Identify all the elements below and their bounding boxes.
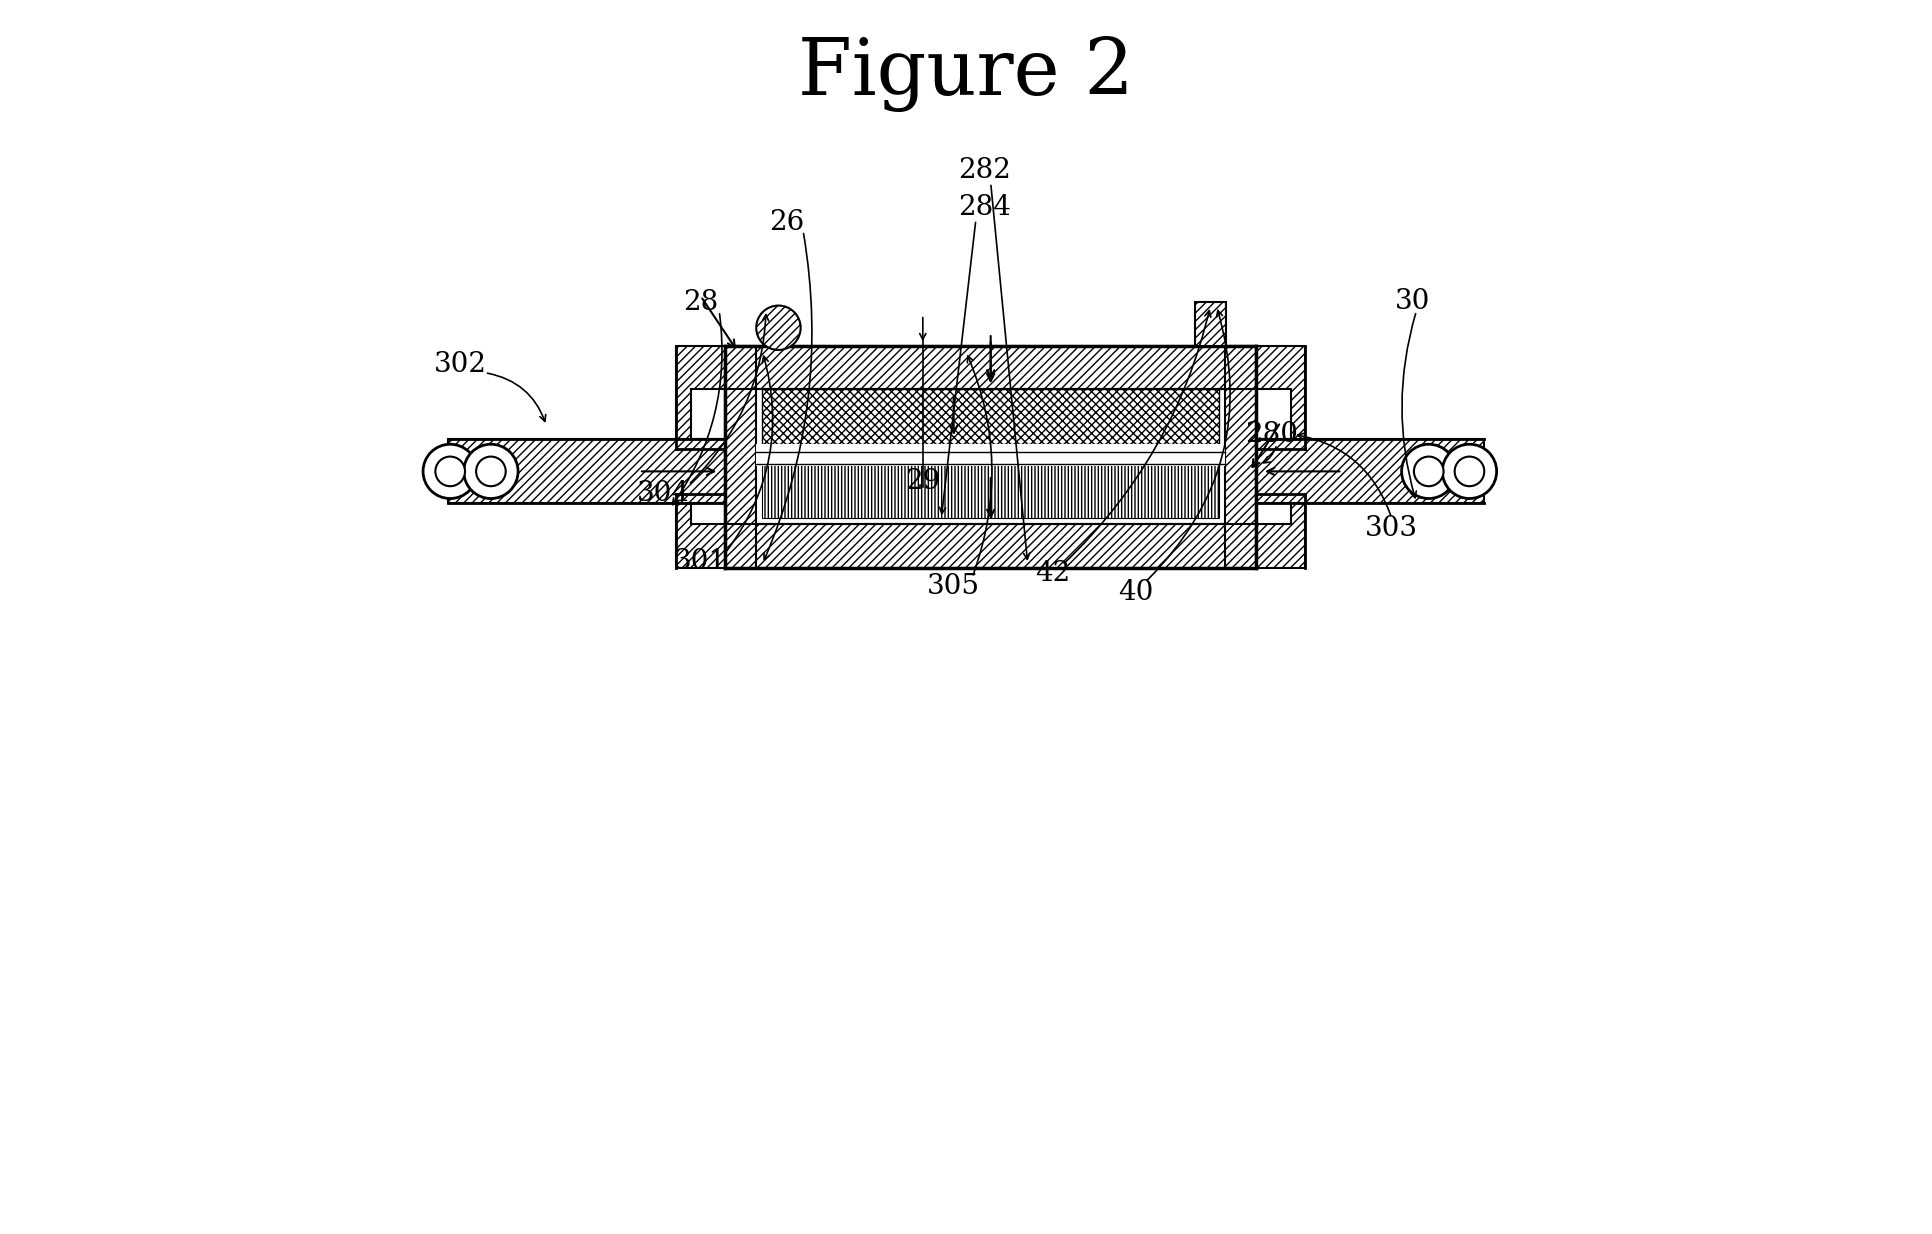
Text: 30: 30 <box>1395 288 1430 315</box>
Circle shape <box>435 457 466 486</box>
Circle shape <box>1443 444 1497 499</box>
Bar <box>724 524 1256 568</box>
Polygon shape <box>676 346 724 449</box>
Text: 284: 284 <box>958 194 1010 221</box>
Circle shape <box>464 444 518 499</box>
Text: 302: 302 <box>433 350 487 378</box>
Text: 301: 301 <box>674 548 726 575</box>
Circle shape <box>1455 457 1484 486</box>
Bar <box>1256 439 1484 503</box>
Polygon shape <box>1256 390 1291 523</box>
Text: 280: 280 <box>1246 421 1298 448</box>
Text: 29: 29 <box>906 468 941 495</box>
Bar <box>763 389 1219 444</box>
Text: 42: 42 <box>1036 560 1070 587</box>
Text: 303: 303 <box>1366 515 1418 542</box>
Bar <box>1194 302 1225 346</box>
Text: 304: 304 <box>638 480 690 507</box>
Text: Figure 2: Figure 2 <box>798 36 1134 112</box>
Polygon shape <box>1256 494 1306 568</box>
Bar <box>724 346 755 568</box>
Polygon shape <box>1256 346 1306 449</box>
Bar <box>724 346 1256 389</box>
Polygon shape <box>676 494 724 568</box>
Text: 282: 282 <box>958 157 1010 184</box>
Circle shape <box>1414 457 1443 486</box>
Bar <box>755 389 1225 524</box>
Bar <box>763 459 1219 518</box>
Bar <box>1225 346 1256 568</box>
Circle shape <box>1401 444 1457 499</box>
Circle shape <box>423 444 477 499</box>
Text: 40: 40 <box>1119 579 1153 606</box>
Bar <box>448 439 724 503</box>
Circle shape <box>755 306 800 350</box>
Text: 28: 28 <box>684 289 719 316</box>
Bar <box>755 444 1225 466</box>
Text: 305: 305 <box>927 573 980 600</box>
Circle shape <box>475 457 506 486</box>
Text: 26: 26 <box>769 209 806 236</box>
Polygon shape <box>692 390 724 523</box>
